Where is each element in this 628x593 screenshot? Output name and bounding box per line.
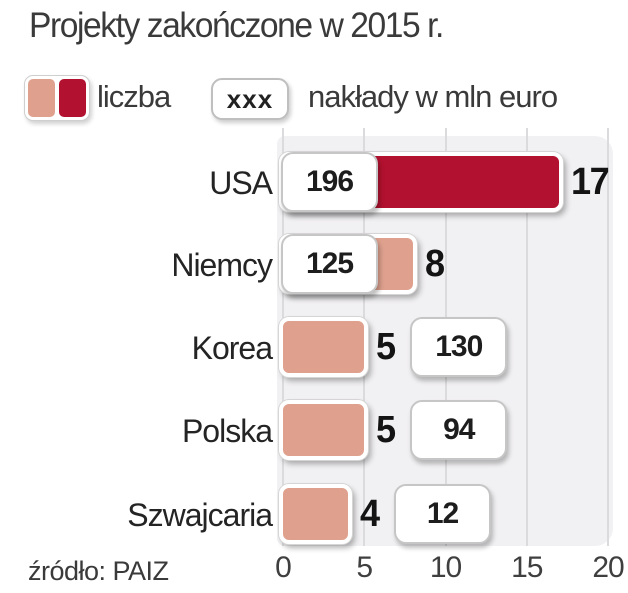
bar-polska [279,400,369,460]
source-note: źródło: PAIZ [28,556,169,586]
legend-count-label: liczba [97,79,171,114]
bar-korea [279,317,369,377]
count-value-polska: 5 [376,409,396,451]
count-value-szwajcaria: 4 [360,493,380,535]
legend-box-sample-text: xxx [226,83,274,114]
category-label-polska: Polska [181,413,273,449]
count-value-korea: 5 [376,326,396,368]
bar-szwajcaria [279,484,352,544]
outlay-value-box-szwajcaria: 12 [394,484,491,544]
x-tick-label-20: 20 [592,551,624,584]
x-tick-label-15: 15 [511,551,543,584]
count-value-usa: 17 [571,161,610,203]
outlay-value-box-usa: 196 [281,152,378,212]
legend-outlay-label: nakłady w mln euro [308,79,558,114]
category-label-szwajcaria: Szwajcaria [127,497,273,533]
outlay-value-box-polska: 94 [410,400,508,460]
legend-swatch-secondary-color [28,79,55,117]
category-label-usa: USA [209,165,273,201]
legend-value-box-sample: xxx [211,78,289,120]
legend-color-swatch-icon [24,75,90,121]
outlay-value-box-korea: 130 [410,317,508,377]
gridline-x-15 [525,128,528,546]
chart-title: Projekty zakończone w 2015 r. [29,6,444,45]
category-label-korea: Korea [191,330,273,366]
category-label-niemcy: Niemcy [171,247,273,283]
count-value-niemcy: 8 [425,243,445,285]
x-tick-label-0: 0 [275,551,292,584]
legend-swatch-primary-color [59,79,86,117]
gridline-x-20 [607,128,609,546]
x-tick-label-10: 10 [429,551,462,584]
outlay-value-box-niemcy: 125 [281,234,378,294]
x-tick-label-5: 5 [356,551,373,584]
